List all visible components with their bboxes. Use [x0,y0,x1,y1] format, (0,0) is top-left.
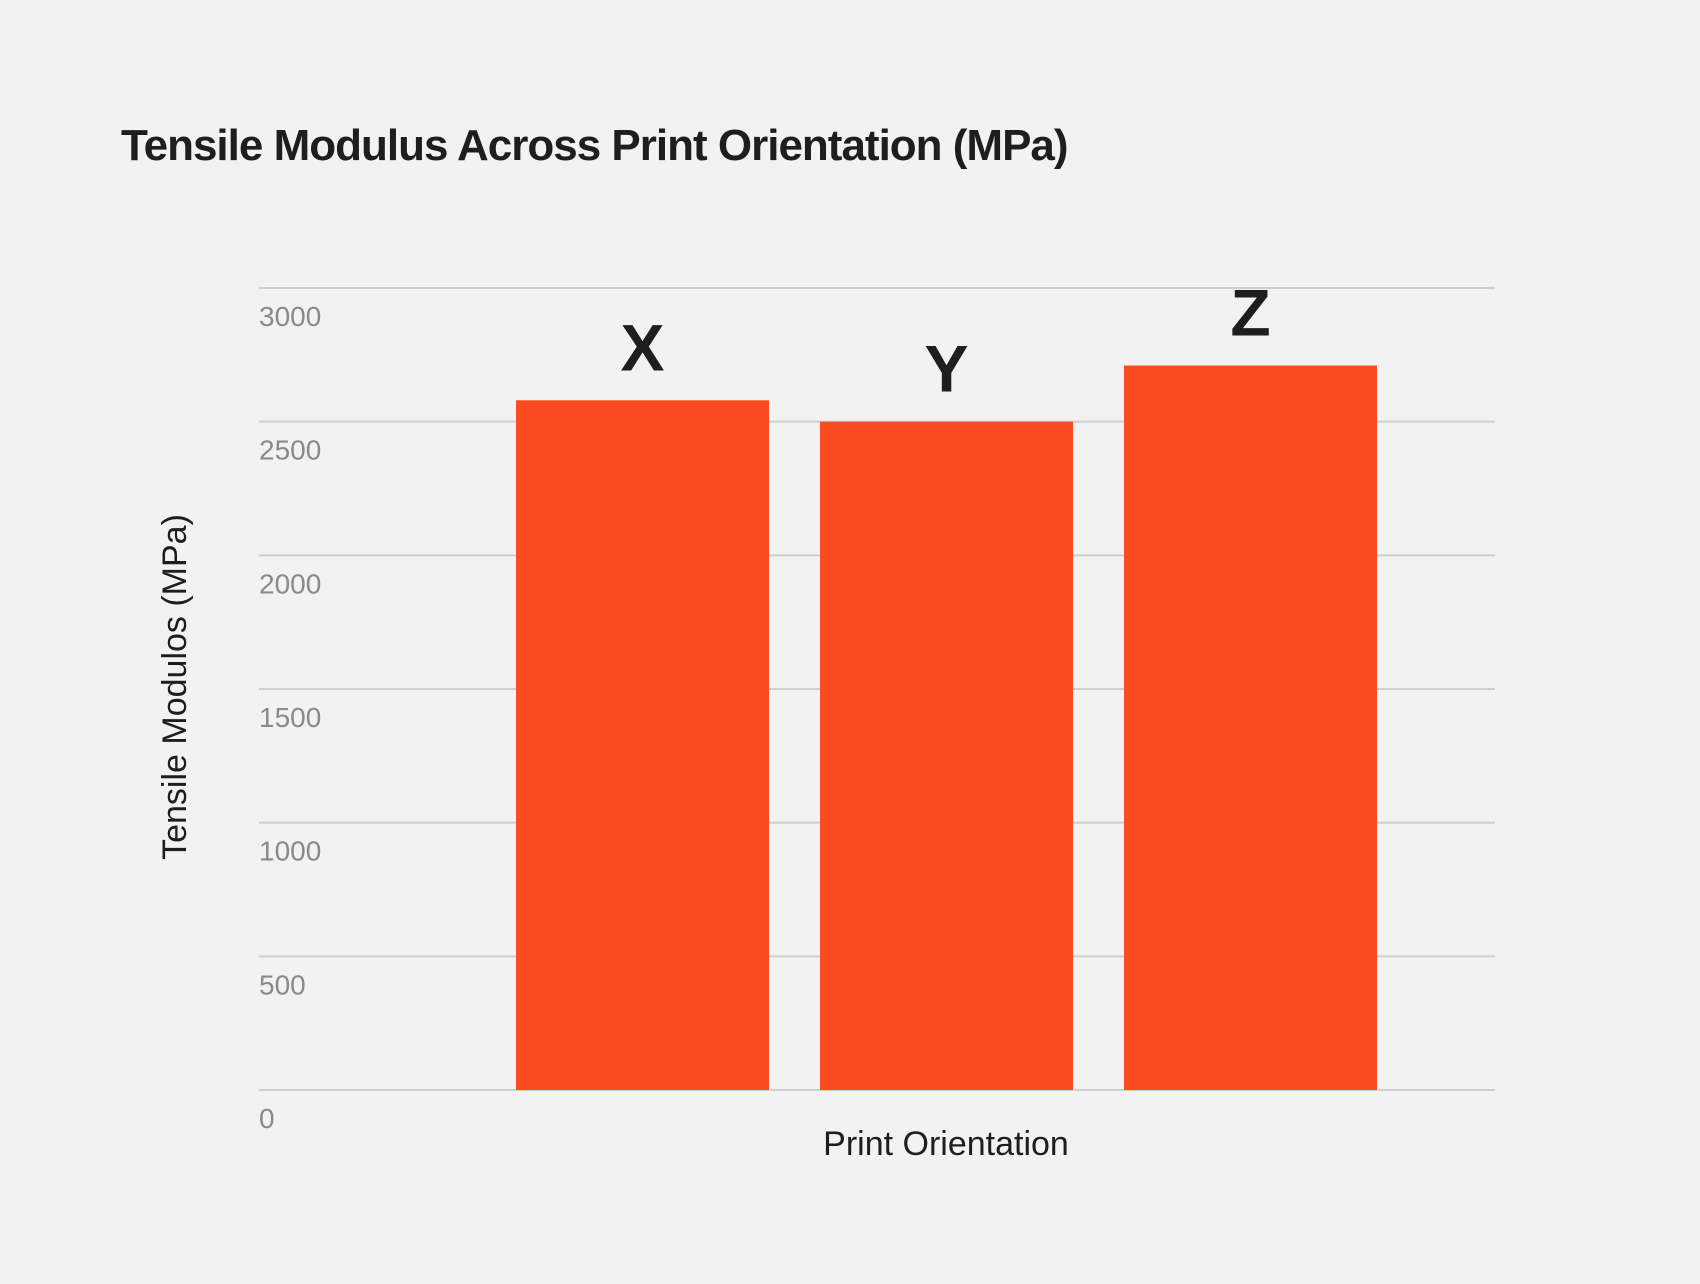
y-tick-label: 2500 [259,435,321,466]
bar-label-x: X [620,310,664,384]
y-axis-label: Tensile Modulos (MPa) [156,514,194,860]
y-tick-label: 1000 [259,836,321,867]
bar-label-z: Z [1230,276,1270,350]
y-tick-label: 3000 [259,301,321,332]
bar-y [820,421,1073,1091]
y-tick-label: 1500 [259,702,321,733]
x-axis-label: Print Orientation [823,1125,1069,1163]
bars [516,365,1377,1091]
y-tick-label: 500 [259,969,306,1000]
y-tick-label: 2000 [259,568,321,599]
bar-labels: X Y Z [620,276,1270,406]
y-axis-ticks: 0 500 1000 1500 2000 2500 3000 [259,301,321,1134]
y-tick-label: 0 [259,1103,275,1134]
bar-label-y: Y [924,332,968,406]
bar-z [1124,365,1377,1090]
bar-x [516,400,769,1090]
chart-title: Tensile Modulus Across Print Orientation… [121,121,1068,170]
